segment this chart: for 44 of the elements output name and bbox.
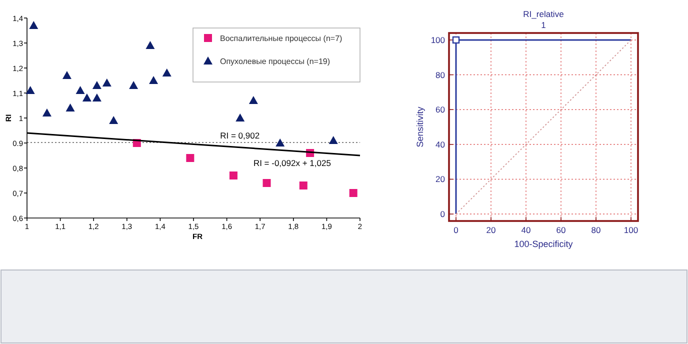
- annotation: RI = -0,092x + 1,025: [253, 158, 332, 168]
- point: [146, 41, 155, 49]
- point: [109, 116, 118, 124]
- y-tick-label: 40: [436, 139, 446, 150]
- point: [26, 86, 35, 94]
- point: [42, 108, 52, 116]
- x-tick-label: 60: [556, 225, 566, 235]
- point: [92, 81, 102, 89]
- point: [129, 81, 138, 89]
- point: [328, 136, 338, 144]
- y-axis-title: Sensitivity: [415, 106, 425, 148]
- point: [349, 189, 358, 197]
- point: [162, 68, 172, 76]
- point: [186, 154, 194, 162]
- point: [92, 94, 102, 102]
- x-tick-label: 20: [486, 225, 496, 235]
- point: [82, 94, 92, 102]
- point: [262, 179, 271, 187]
- y-tick-label: 20: [436, 174, 446, 184]
- legend-label: Воспалительные процессы (n=7): [220, 34, 343, 43]
- point: [29, 21, 38, 29]
- x-tick-label: 0: [454, 225, 459, 235]
- point: [149, 76, 158, 84]
- y-tick-label: 60: [436, 104, 446, 115]
- point: [76, 86, 85, 94]
- point: [276, 138, 285, 146]
- point: [66, 104, 75, 112]
- y-tick-label: 100: [430, 34, 446, 45]
- point: [62, 71, 72, 79]
- y-tick-label: 0: [440, 209, 446, 220]
- legend-label: Опухолевые процессы (n=19): [220, 57, 330, 66]
- x-axis-title: 100-Specificity: [514, 239, 574, 249]
- point: [236, 114, 245, 122]
- x-tick-label: 40: [521, 225, 531, 235]
- point: [102, 78, 112, 86]
- x-tick-label: 100: [624, 225, 638, 235]
- y-tick-label: 80: [436, 70, 446, 80]
- point: [229, 172, 238, 180]
- point: [248, 96, 258, 104]
- chart-title: RI_relative: [523, 9, 564, 19]
- chart-subtitle: 1: [541, 20, 546, 30]
- x-tick-label: 80: [591, 225, 601, 235]
- ref-line-label: RI = 0,902: [220, 130, 260, 140]
- point: [299, 182, 308, 190]
